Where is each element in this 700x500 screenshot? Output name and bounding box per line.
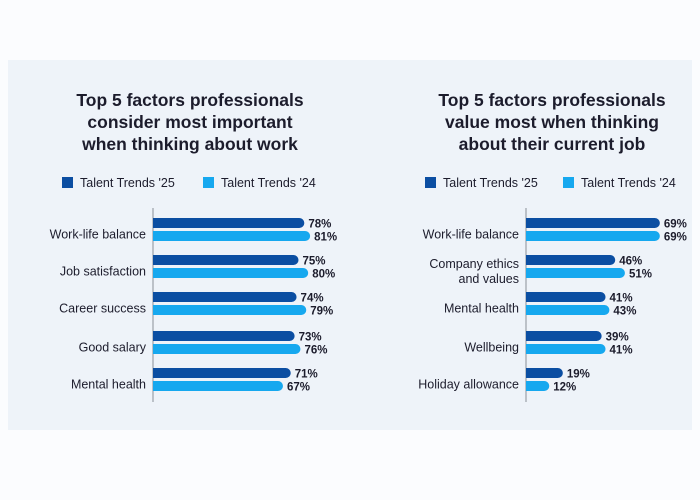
bar-2025 (153, 218, 305, 228)
chart-title: value most when thinking (445, 112, 659, 132)
legend-swatch (425, 177, 436, 188)
data-label: 39% (606, 332, 629, 344)
chart-title: Top 5 factors professionals (76, 90, 303, 110)
bar-2025 (153, 255, 299, 265)
category-label: Work-life balance (50, 228, 146, 242)
chart-title: Top 5 factors professionals (438, 90, 665, 110)
data-label: 19% (567, 369, 590, 381)
data-label: 43% (613, 306, 636, 318)
data-label: 74% (301, 293, 324, 305)
legend-swatch (62, 177, 73, 188)
data-label: 73% (299, 332, 322, 344)
bar-2024 (526, 268, 625, 278)
category-label: Holiday allowance (418, 378, 519, 392)
data-label: 51% (629, 269, 652, 281)
category-label: Wellbeing (464, 341, 519, 355)
bar-2025 (152, 368, 291, 378)
chart-panel (8, 60, 692, 430)
legend-label: Talent Trends '24 (221, 176, 316, 190)
bar-2024 (526, 231, 660, 241)
bar-2025 (526, 292, 606, 302)
data-label: 75% (303, 256, 326, 268)
bar-2025 (526, 255, 616, 265)
legend-swatch (563, 177, 574, 188)
category-label: Career success (59, 302, 146, 316)
data-label: 76% (304, 345, 327, 357)
data-label: 41% (610, 345, 633, 357)
legend-label: Talent Trends '25 (80, 176, 175, 190)
data-label: 12% (553, 382, 576, 394)
data-label: 41% (610, 293, 633, 305)
category-label: Work-life balance (423, 228, 519, 242)
bar-2025 (526, 218, 660, 228)
data-label: 69% (664, 232, 687, 244)
legend-label: Talent Trends '25 (443, 176, 538, 190)
category-label: Mental health (71, 378, 146, 392)
data-label: 79% (310, 306, 333, 318)
bar-2024 (153, 305, 307, 315)
bar-2024 (153, 268, 309, 278)
data-label: 71% (295, 369, 318, 381)
category-label: Company ethics (429, 257, 519, 271)
chart-title: consider most important (87, 112, 292, 132)
bar-2024 (526, 344, 606, 354)
category-label: Mental health (444, 302, 519, 316)
category-label: Job satisfaction (60, 265, 146, 279)
data-label: 80% (312, 269, 335, 281)
legend-label: Talent Trends '24 (581, 176, 676, 190)
bar-2025 (526, 368, 563, 378)
category-label: and values (459, 272, 519, 286)
bar-2025 (526, 331, 602, 341)
bar-2024 (153, 231, 311, 241)
data-label: 81% (314, 232, 337, 244)
category-label: Good salary (79, 341, 147, 355)
data-label: 67% (287, 382, 310, 394)
data-label: 78% (308, 219, 331, 231)
legend-swatch (203, 177, 214, 188)
bar-2025 (153, 292, 297, 302)
bar-2025 (153, 331, 295, 341)
data-label: 46% (619, 256, 642, 268)
bar-2024 (153, 381, 283, 391)
bar-2024 (526, 381, 550, 391)
bar-2024 (526, 305, 610, 315)
chart-title: about their current job (459, 134, 646, 154)
bar-2024 (153, 344, 301, 354)
chart-title: when thinking about work (81, 134, 298, 154)
data-label: 69% (664, 219, 687, 231)
